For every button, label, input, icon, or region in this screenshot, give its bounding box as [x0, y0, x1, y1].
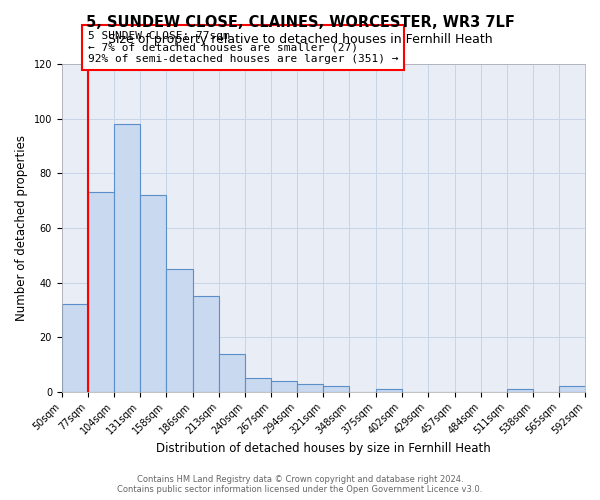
- Bar: [298, 384, 323, 392]
- Y-axis label: Number of detached properties: Number of detached properties: [15, 135, 28, 321]
- Bar: [323, 386, 349, 392]
- Bar: [245, 378, 271, 392]
- Bar: [376, 389, 401, 392]
- Bar: [114, 124, 140, 392]
- Text: Contains public sector information licensed under the Open Government Licence v3: Contains public sector information licen…: [118, 485, 482, 494]
- X-axis label: Distribution of detached houses by size in Fernhill Heath: Distribution of detached houses by size …: [156, 442, 491, 455]
- Bar: [88, 192, 114, 392]
- Text: Size of property relative to detached houses in Fernhill Heath: Size of property relative to detached ho…: [107, 32, 493, 46]
- Bar: [166, 269, 193, 392]
- Bar: [140, 195, 166, 392]
- Bar: [219, 354, 245, 392]
- Bar: [559, 386, 585, 392]
- Text: 5, SUNDEW CLOSE, CLAINES, WORCESTER, WR3 7LF: 5, SUNDEW CLOSE, CLAINES, WORCESTER, WR3…: [86, 15, 514, 30]
- Text: 5 SUNDEW CLOSE: 77sqm
← 7% of detached houses are smaller (27)
92% of semi-detac: 5 SUNDEW CLOSE: 77sqm ← 7% of detached h…: [88, 31, 398, 64]
- Bar: [271, 381, 298, 392]
- Bar: [62, 304, 88, 392]
- Text: Contains HM Land Registry data © Crown copyright and database right 2024.: Contains HM Land Registry data © Crown c…: [137, 474, 463, 484]
- Bar: [507, 389, 533, 392]
- Bar: [193, 296, 219, 392]
